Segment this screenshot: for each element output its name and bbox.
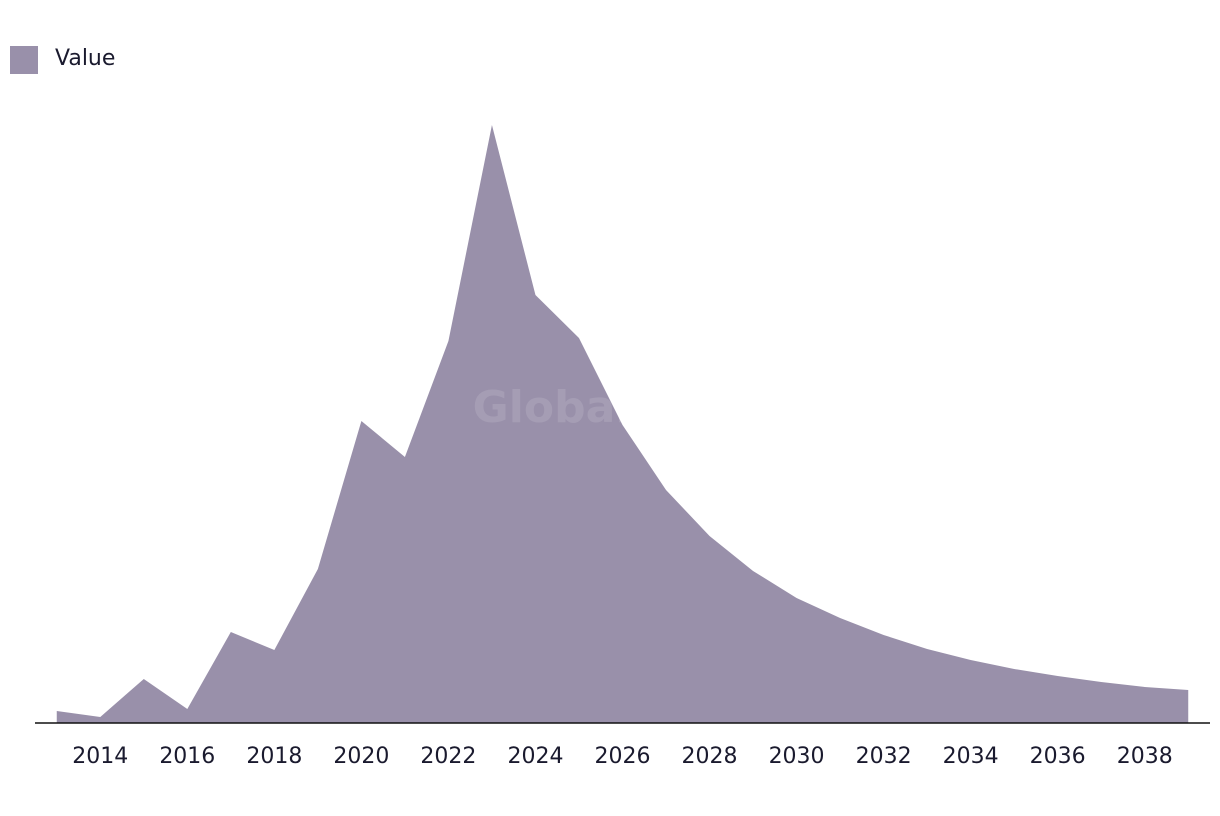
x-tick-label: 2034 bbox=[943, 744, 999, 769]
x-tick-label: 2016 bbox=[159, 744, 215, 769]
legend-swatch bbox=[10, 46, 38, 74]
x-tick-label: 2028 bbox=[682, 744, 738, 769]
x-tick-label: 2020 bbox=[333, 744, 389, 769]
x-tick-label: 2022 bbox=[420, 744, 476, 769]
x-tick-label: 2036 bbox=[1030, 744, 1086, 769]
x-tick-label: 2030 bbox=[769, 744, 825, 769]
legend-label: Value bbox=[55, 46, 115, 71]
x-tick-label: 2038 bbox=[1117, 744, 1173, 769]
x-tick-label: 2032 bbox=[856, 744, 912, 769]
area bbox=[56, 125, 1189, 723]
x-tick-label: 2018 bbox=[246, 744, 302, 769]
x-tick-label: 2024 bbox=[507, 744, 563, 769]
watermark: GlobalData bbox=[473, 382, 748, 433]
x-tick-label: 2026 bbox=[595, 744, 651, 769]
x-tick-label: 2014 bbox=[72, 744, 128, 769]
